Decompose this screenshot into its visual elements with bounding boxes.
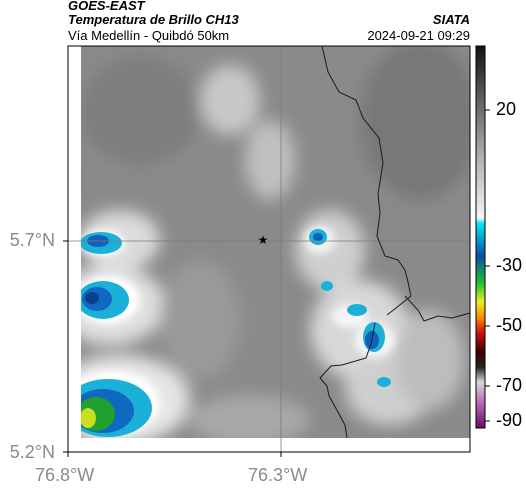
region-label: Vía Medellín - Quibdó 50km (68, 28, 230, 43)
graticule (68, 46, 470, 452)
lon-tick-76-8: 76.8°W (35, 465, 95, 485)
colorbar-ticks (485, 109, 490, 422)
satellite-name: GOES-EAST (68, 0, 145, 13)
lat-tick-5-2: 5.2°N (9, 442, 55, 462)
colorbar-label-minus-70: -70 (496, 375, 523, 395)
colorbar-label-minus-50: -50 (496, 315, 523, 335)
colorbar (475, 45, 486, 429)
map-frame (67, 45, 471, 453)
axis-ticks (63, 240, 282, 457)
boundary-lines (319, 45, 471, 439)
lat-tick-5-7: 5.7°N (9, 230, 55, 250)
colorbar-label-minus-30: -30 (496, 255, 523, 275)
brightness-field (81, 46, 470, 438)
star-icon: ★ (258, 233, 269, 247)
cold-cloud-tops (81, 229, 391, 437)
colorbar-label-minus-90: -90 (496, 410, 523, 430)
agency-label: SIATA (432, 12, 470, 27)
colorbar-label-20: 20 (496, 99, 517, 119)
lon-tick-76-3: 76.3°W (248, 465, 308, 485)
timestamp-label: 2024-09-21 09:29 (367, 28, 470, 43)
product-title: Temperatura de Brillo CH13 (68, 12, 239, 27)
